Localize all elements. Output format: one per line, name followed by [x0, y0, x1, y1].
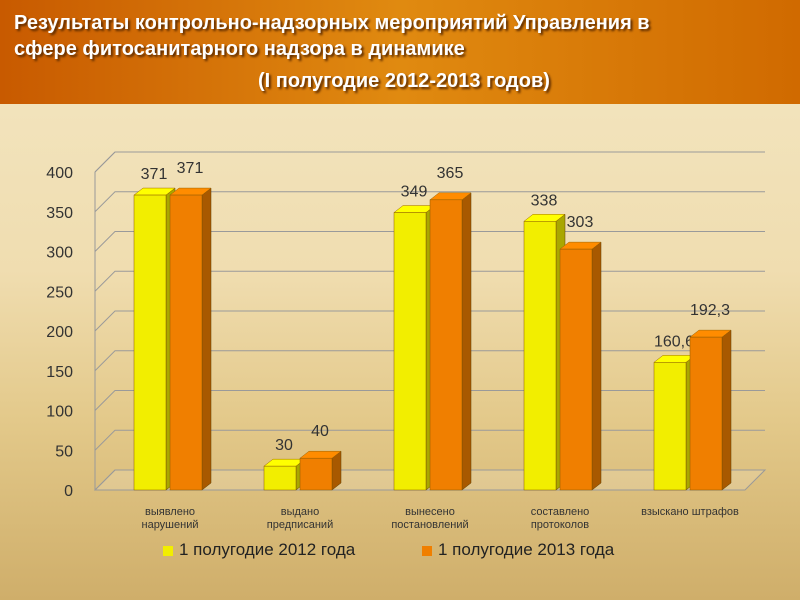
- y-tick-label: 100: [46, 404, 73, 421]
- bar: [559, 248, 593, 491]
- bar: [523, 221, 557, 491]
- bar: [169, 194, 203, 491]
- bar-side: [591, 241, 602, 491]
- bar: [299, 457, 333, 491]
- x-tick-label: взыскано штрафов: [641, 506, 739, 518]
- value-label: 349: [401, 184, 428, 201]
- y-tick-label: 0: [64, 483, 73, 500]
- legend-swatch: [163, 546, 173, 556]
- bar: [653, 362, 687, 491]
- y-tick-label: 150: [46, 364, 73, 381]
- y-tick-label: 200: [46, 324, 73, 341]
- bar-side: [721, 329, 732, 491]
- value-label: 338: [531, 192, 558, 209]
- value-label: 303: [567, 214, 594, 231]
- value-label: 30: [275, 437, 293, 454]
- y-tick-label: 400: [46, 165, 73, 182]
- value-label: 192,3: [690, 302, 730, 319]
- value-label: 371: [141, 166, 168, 183]
- bar: [263, 465, 297, 491]
- bar: [429, 199, 463, 491]
- y-tick-label: 50: [55, 443, 73, 460]
- y-tick-label: 250: [46, 284, 73, 301]
- value-label: 160,6: [654, 333, 694, 350]
- value-label: 365: [437, 165, 464, 182]
- bar: [133, 194, 167, 491]
- bar: [689, 336, 723, 491]
- y-tick-label: 350: [46, 205, 73, 222]
- chart-subtitle: (I полугодие 2012-2013 годов): [258, 70, 550, 92]
- x-tick-label: составлено протоколов: [530, 506, 590, 531]
- bar: [393, 212, 427, 491]
- x-tick-label: вынесено постановлений: [391, 506, 469, 531]
- bar-side: [201, 187, 212, 491]
- grid-line: [94, 191, 765, 213]
- value-label: 371: [177, 160, 204, 177]
- x-tick-label: выявлено нарушений: [141, 506, 199, 531]
- chart-title: Результаты контрольно-надзорных мероприя…: [14, 12, 650, 60]
- value-label: 40: [311, 423, 329, 440]
- x-tick-label: выдано предписаний: [266, 506, 334, 531]
- grid-line: [94, 151, 765, 173]
- bar-side: [461, 192, 472, 491]
- y-tick-label: 300: [46, 245, 73, 262]
- legend-label: 1 полугодие 2012 года: [179, 540, 356, 559]
- legend-label: 1 полугодие 2013 года: [438, 540, 615, 559]
- title-bar: [0, 0, 800, 104]
- legend-swatch: [422, 546, 432, 556]
